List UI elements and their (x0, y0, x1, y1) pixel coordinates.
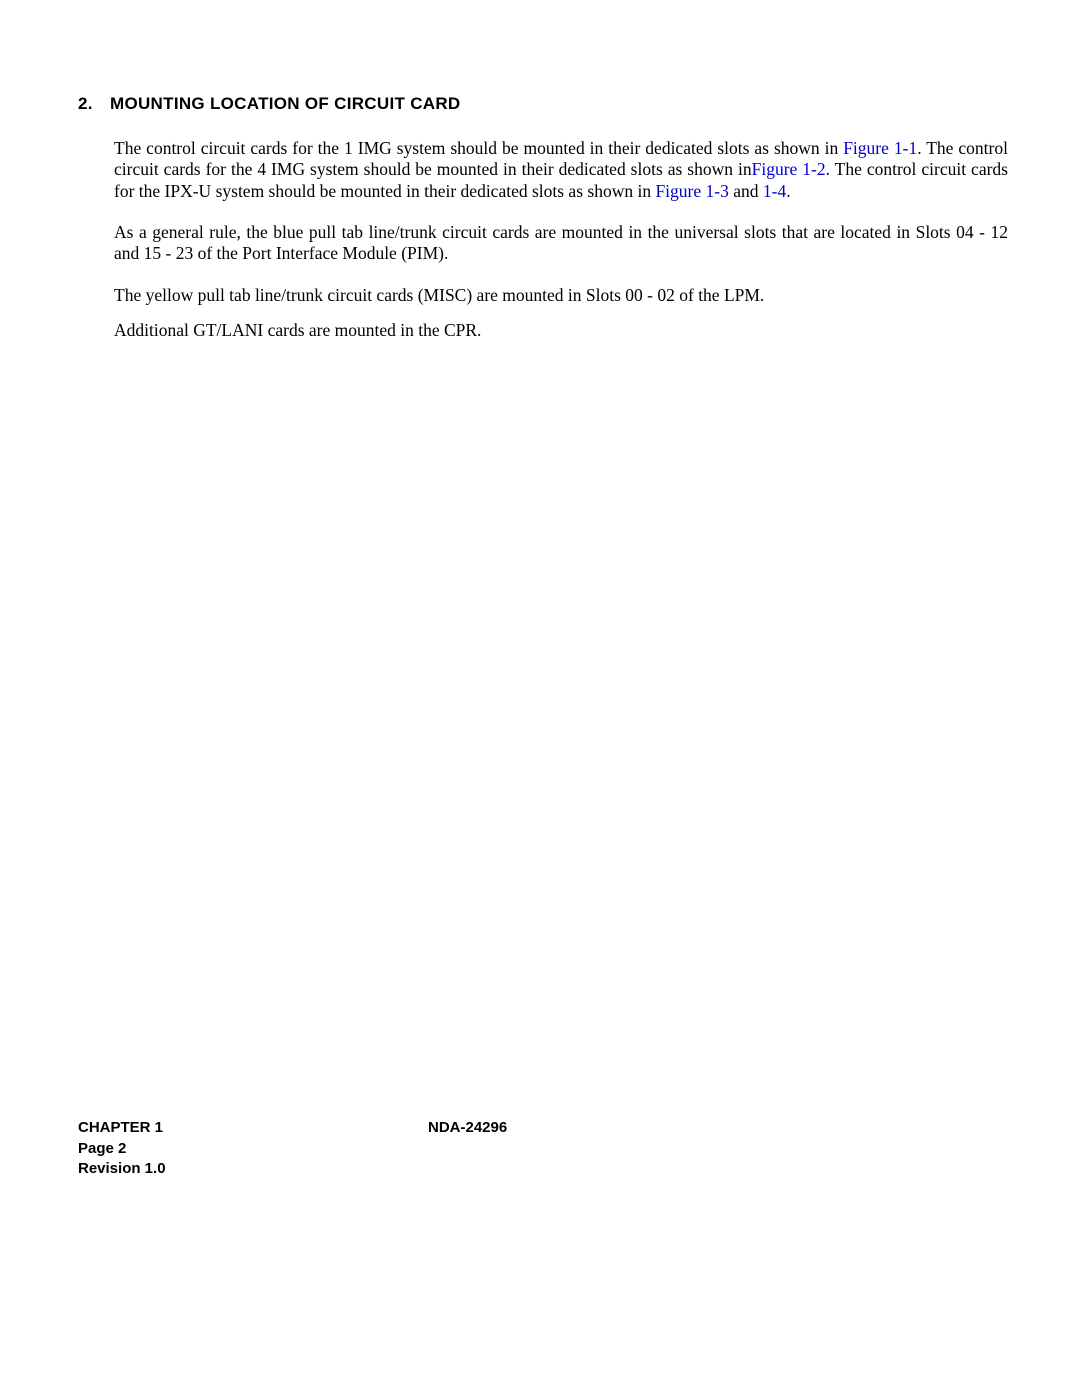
paragraph-3: The yellow pull tab line/trunk circuit c… (114, 285, 1008, 306)
paragraph-4: Additional GT/LANI cards are mounted in … (114, 320, 1008, 341)
figure-1-4-link[interactable]: 1-4 (763, 181, 786, 201)
figure-1-3-link[interactable]: Figure 1-3 (655, 181, 728, 201)
page-footer: CHAPTER 1 NDA-24296 Page 2 Revision 1.0 (78, 1118, 1008, 1179)
document-page: 2.MOUNTING LOCATION OF CIRCUIT CARD The … (0, 0, 1080, 341)
body-block: The control circuit cards for the 1 IMG … (114, 138, 1008, 341)
figure-1-2-link[interactable]: Figure 1-2 (752, 159, 826, 179)
p1-text-5: . (786, 181, 790, 201)
footer-chapter: CHAPTER 1 (78, 1118, 428, 1138)
paragraph-2: As a general rule, the blue pull tab lin… (114, 222, 1008, 265)
p1-text-1: The control circuit cards for the 1 IMG … (114, 138, 843, 158)
footer-doc-number: NDA-24296 (428, 1118, 507, 1138)
section-heading: 2.MOUNTING LOCATION OF CIRCUIT CARD (78, 94, 1008, 114)
section-number: 2. (78, 94, 110, 114)
footer-page: Page 2 (78, 1139, 1008, 1159)
paragraph-1: The control circuit cards for the 1 IMG … (114, 138, 1008, 202)
figure-1-1-link[interactable]: Figure 1-1 (843, 138, 917, 158)
p1-text-4: and (729, 181, 763, 201)
footer-row-1: CHAPTER 1 NDA-24296 (78, 1118, 1008, 1138)
section-title: MOUNTING LOCATION OF CIRCUIT CARD (110, 94, 461, 113)
footer-revision: Revision 1.0 (78, 1159, 1008, 1179)
